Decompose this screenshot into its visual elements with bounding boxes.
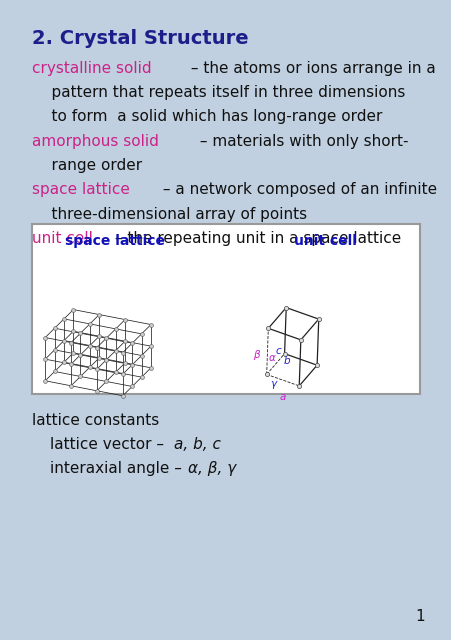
Text: 1: 1 [414, 609, 424, 624]
Text: b: b [283, 356, 290, 366]
Text: α, β, γ: α, β, γ [187, 461, 235, 476]
Text: γ: γ [270, 379, 276, 389]
Text: amorphous solid: amorphous solid [32, 134, 158, 148]
Text: space lattice: space lattice [32, 182, 129, 197]
Bar [32, 224, 419, 394]
Text: – a network composed of an infinite: – a network composed of an infinite [157, 182, 436, 197]
Text: lattice vector –: lattice vector – [50, 437, 168, 452]
Text: – materials with only short-: – materials with only short- [195, 134, 408, 148]
Text: α: α [268, 353, 275, 364]
Text: c: c [275, 346, 281, 356]
Text: unit cell: unit cell [293, 234, 356, 248]
Text: crystalline solid: crystalline solid [32, 61, 151, 76]
Text: 2. Crystal Structure: 2. Crystal Structure [32, 29, 248, 48]
Text: lattice constants: lattice constants [32, 413, 159, 428]
Text: interaxial angle –: interaxial angle – [50, 461, 186, 476]
Text: – the repeating unit in a space lattice: – the repeating unit in a space lattice [110, 231, 400, 246]
Text: a, b, c: a, b, c [174, 437, 221, 452]
Text: a: a [279, 392, 285, 402]
Text: unit cell: unit cell [32, 231, 92, 246]
Text: β: β [253, 350, 259, 360]
Text: to form  a solid which has long-range order: to form a solid which has long-range ord… [32, 109, 381, 124]
Text: three-dimensional array of points: three-dimensional array of points [32, 207, 306, 221]
Text: pattern that repeats itself in three dimensions: pattern that repeats itself in three dim… [32, 85, 404, 100]
Text: space lattice: space lattice [65, 234, 165, 248]
Text: range order: range order [32, 158, 142, 173]
Text: – the atoms or ions arrange in a: – the atoms or ions arrange in a [185, 61, 435, 76]
